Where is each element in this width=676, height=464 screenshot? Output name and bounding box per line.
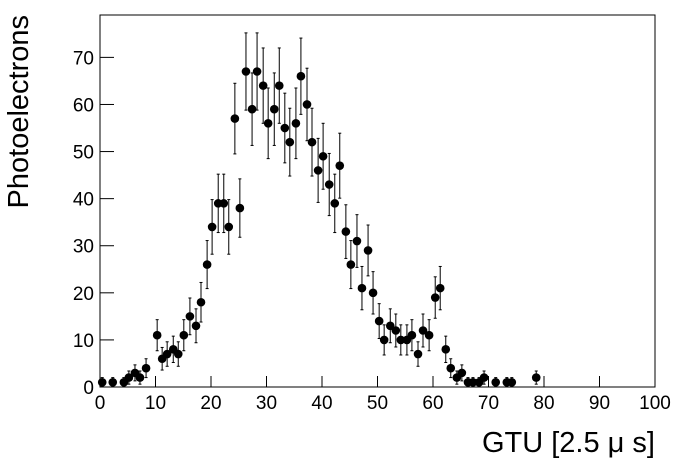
data-point: [531, 373, 541, 382]
data-point: [302, 100, 312, 109]
data-point: [330, 199, 340, 208]
x-tick-label: 90: [589, 393, 610, 414]
data-point: [219, 199, 229, 208]
data-point: [263, 119, 273, 128]
y-tick-label: 60: [73, 95, 94, 116]
x-tick-label: 10: [145, 393, 166, 414]
x-tick-label: 60: [422, 393, 443, 414]
data-point: [230, 114, 240, 123]
data-point: [357, 283, 367, 293]
data-point: [368, 288, 378, 298]
data-point: [446, 363, 456, 373]
data-point: [224, 222, 234, 232]
data-point: [346, 260, 356, 269]
data-point: [374, 316, 384, 326]
data-point: [252, 67, 262, 76]
data-point: [507, 377, 517, 387]
data-point: [435, 283, 445, 293]
x-tick-label: 50: [367, 393, 388, 414]
y-tick-label: 40: [73, 190, 94, 211]
x-tick-label: 30: [256, 393, 277, 414]
data-point: [313, 166, 323, 175]
data-point: [491, 377, 501, 387]
data-point: [97, 377, 107, 387]
data-point: [468, 377, 478, 387]
data-point: [379, 335, 389, 345]
data-point: [391, 326, 401, 335]
x-tick-label: 20: [200, 393, 221, 414]
x-tick-label: 70: [478, 393, 499, 414]
data-point: [335, 161, 345, 170]
data-point: [430, 293, 440, 302]
data-point: [324, 180, 334, 189]
data-point: [173, 349, 183, 359]
data-point: [185, 312, 195, 321]
x-tick-label: 40: [311, 393, 332, 414]
y-tick-label: 50: [73, 143, 94, 164]
data-point: [274, 81, 284, 90]
data-point: [141, 363, 151, 373]
data-point: [152, 330, 162, 340]
data-point: [307, 137, 317, 147]
y-axis-title: Photoelectrons: [3, 15, 35, 208]
x-tick-label: 80: [533, 393, 554, 414]
data-point: [207, 222, 217, 232]
data-point: [396, 335, 406, 345]
data-point: [235, 203, 245, 213]
y-tick-label: 20: [73, 284, 94, 305]
data-point: [441, 345, 451, 354]
data-point: [285, 137, 295, 147]
y-tick-label: 70: [73, 48, 94, 69]
data-point: [318, 151, 328, 161]
data-point: [407, 330, 417, 340]
x-tick-label: 100: [639, 393, 671, 414]
data-point: [241, 67, 251, 76]
data-point: [424, 330, 434, 340]
data-point: [296, 71, 306, 81]
data-point: [196, 297, 206, 307]
data-point: [247, 104, 257, 114]
data-point: [363, 246, 373, 255]
data-point: [162, 349, 172, 359]
data-point: [269, 104, 279, 114]
data-point: [258, 81, 268, 90]
data-point: [179, 330, 189, 340]
data-point: [418, 326, 428, 335]
data-point: [124, 373, 134, 382]
data-point: [413, 349, 423, 359]
y-tick-label: 30: [73, 237, 94, 258]
x-axis-title: GTU [2.5 μ s]: [482, 427, 655, 459]
y-tick-label: 10: [73, 331, 94, 352]
data-point: [352, 236, 362, 246]
data-point: [291, 119, 301, 128]
x-tick-label: 0: [95, 393, 106, 414]
y-tick-label: 0: [83, 378, 94, 399]
data-point: [457, 368, 467, 378]
data-point: [191, 321, 201, 331]
data-point: [202, 260, 212, 269]
data-point: [341, 227, 351, 236]
data-point: [108, 377, 118, 387]
data-point: [280, 123, 290, 133]
data-point: [479, 373, 489, 382]
data-point: [135, 373, 145, 382]
